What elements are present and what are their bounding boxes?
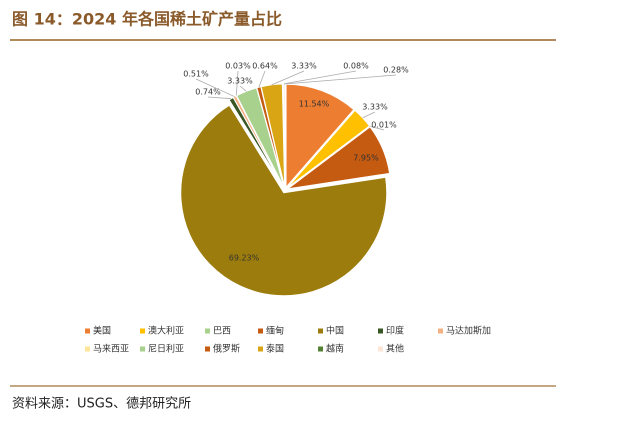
data-label: 0.64% — [252, 62, 278, 71]
legend-label: 越南 — [326, 343, 344, 355]
leader-line — [282, 70, 357, 85]
leader-line — [235, 70, 239, 96]
legend-swatch — [140, 328, 145, 334]
data-label: 0.03% — [225, 62, 251, 71]
legend-label: 马来西亚 — [93, 344, 129, 355]
legend-swatch — [85, 346, 90, 352]
data-label: 0.51% — [183, 70, 209, 79]
legend-swatch — [258, 328, 263, 334]
leader-line — [258, 70, 266, 88]
source: 资料来源：USGS、德邦研究所 — [12, 397, 191, 412]
legend-swatch — [258, 346, 263, 352]
legend-swatch — [438, 328, 443, 334]
leader-line — [207, 96, 232, 100]
pie-slice — [287, 126, 391, 190]
leader-line — [271, 70, 305, 86]
legend-swatch — [378, 346, 383, 352]
legend-label: 俄罗斯 — [213, 343, 240, 355]
data-label: 0.08% — [343, 62, 369, 71]
data-label: 11.54% — [299, 100, 330, 109]
pie-slice — [285, 83, 355, 189]
legend-label: 印度 — [386, 325, 404, 337]
leader-line — [195, 78, 235, 98]
legend-label: 马达加斯加 — [446, 325, 491, 337]
legend-swatch — [140, 346, 145, 352]
legend-label: 泰国 — [266, 343, 284, 355]
data-label: 0.01% — [371, 121, 397, 130]
legend-swatch — [205, 346, 210, 352]
data-label: 3.33% — [362, 103, 388, 112]
legend-swatch — [85, 328, 90, 334]
data-label: 0.28% — [383, 66, 409, 75]
leader-line — [362, 111, 376, 119]
legend-label: 巴西 — [213, 326, 231, 337]
pie-slice — [180, 104, 388, 297]
legend-swatch — [378, 328, 383, 334]
legend-swatch — [318, 328, 323, 334]
leader-line — [284, 74, 397, 85]
chart-title: 图 14：2024 年各国稀土矿产量占比 — [12, 10, 282, 29]
legend-label: 其他 — [386, 343, 404, 355]
legend-label: 澳大利亚 — [148, 325, 184, 337]
leader-line — [239, 85, 247, 92]
data-label: 0.74% — [195, 88, 221, 97]
legend-label: 中国 — [326, 325, 344, 337]
data-label: 69.23% — [229, 254, 260, 263]
legend-label: 缅甸 — [266, 325, 284, 337]
data-label: 3.33% — [291, 62, 317, 71]
leader-line — [369, 125, 385, 131]
data-label: 3.33% — [227, 77, 253, 86]
legend-label: 尼日利亚 — [148, 343, 184, 355]
legend-swatch — [318, 346, 323, 352]
legend-label: 美国 — [93, 325, 111, 337]
data-label: 7.95% — [353, 154, 379, 163]
legend-swatch — [205, 328, 210, 334]
